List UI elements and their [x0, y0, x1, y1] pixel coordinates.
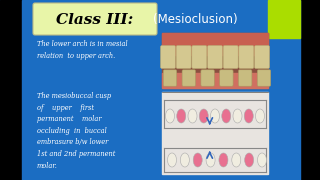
FancyBboxPatch shape: [254, 46, 269, 69]
FancyBboxPatch shape: [223, 46, 238, 69]
FancyBboxPatch shape: [257, 70, 271, 86]
Bar: [268, 0, 300, 38]
Ellipse shape: [233, 109, 242, 123]
FancyBboxPatch shape: [192, 46, 207, 69]
Bar: [22, 0, 300, 180]
Ellipse shape: [232, 153, 241, 167]
Text: The mesiobuccal cusp
of    upper    first
permanent    molar
occluding  in  bucc: The mesiobuccal cusp of upper first perm…: [37, 92, 116, 170]
Ellipse shape: [211, 109, 220, 123]
FancyBboxPatch shape: [201, 70, 214, 86]
Ellipse shape: [193, 153, 202, 167]
Ellipse shape: [258, 153, 267, 167]
Ellipse shape: [222, 109, 231, 123]
FancyBboxPatch shape: [207, 46, 222, 69]
FancyBboxPatch shape: [220, 70, 233, 86]
Ellipse shape: [199, 109, 208, 123]
Bar: [300, 0, 320, 180]
Ellipse shape: [165, 109, 174, 123]
Text: The lower arch is in mesial
relation  to upper arch.: The lower arch is in mesial relation to …: [37, 40, 128, 60]
Ellipse shape: [188, 109, 197, 123]
Bar: [0, 0, 22, 180]
Ellipse shape: [244, 109, 253, 123]
FancyBboxPatch shape: [176, 46, 191, 69]
FancyBboxPatch shape: [33, 3, 157, 35]
Ellipse shape: [219, 153, 228, 167]
FancyBboxPatch shape: [238, 70, 252, 86]
FancyBboxPatch shape: [182, 70, 196, 86]
FancyBboxPatch shape: [163, 70, 177, 86]
Ellipse shape: [177, 109, 186, 123]
FancyBboxPatch shape: [239, 46, 254, 69]
Bar: [162, 92, 268, 174]
FancyBboxPatch shape: [161, 46, 175, 69]
Ellipse shape: [167, 153, 177, 167]
Ellipse shape: [180, 153, 189, 167]
Ellipse shape: [245, 153, 254, 167]
Ellipse shape: [255, 109, 265, 123]
Bar: [162, 73, 268, 88]
Text: Class III:: Class III:: [56, 13, 134, 27]
Ellipse shape: [206, 153, 215, 167]
Bar: [162, 33, 268, 55]
Text: (Mesioclusion): (Mesioclusion): [153, 14, 237, 26]
Bar: [162, 33, 268, 88]
